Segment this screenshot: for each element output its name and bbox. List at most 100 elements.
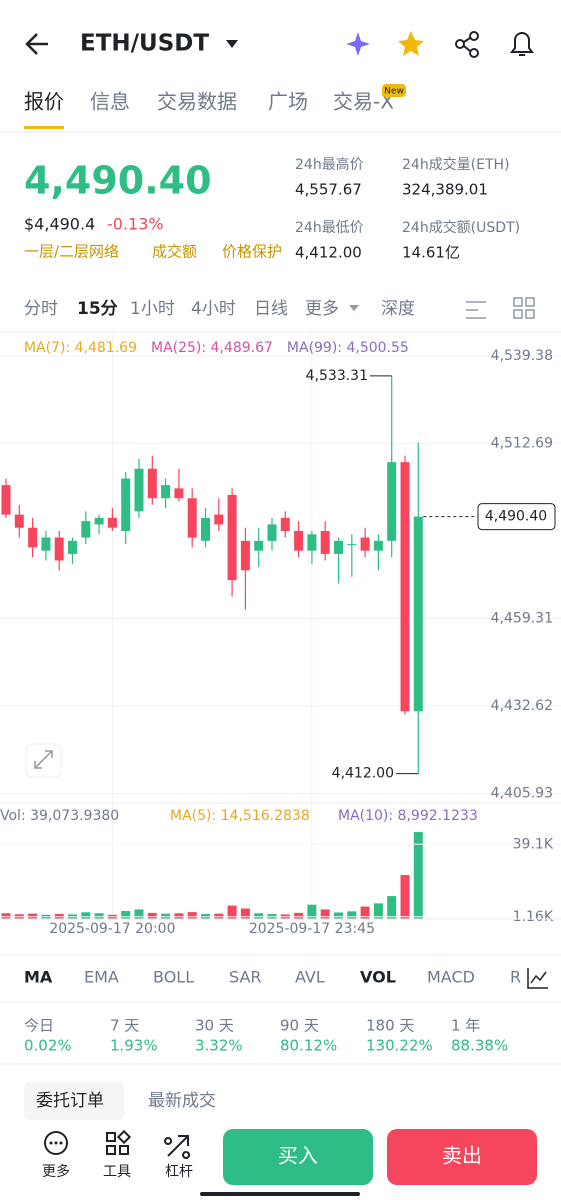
buy-label[interactable]: 买入 [278,1144,318,1168]
y-tick-label: 4,432.62 [491,698,553,714]
candle-body [413,516,423,712]
more-caret[interactable] [349,305,359,311]
candle-body [147,468,157,499]
period-change: 80.12% [280,1037,337,1055]
indicator-settings[interactable] [527,968,548,989]
volume-bar [240,908,250,919]
tab[interactable]: 交易数据 [157,90,237,114]
volume-tick-label: 1.16K [513,909,554,925]
tab[interactable]: 广场 [268,90,308,114]
usd-price: $4,490.4 [24,215,95,234]
favorite-icon[interactable] [398,31,424,56]
chart-settings[interactable] [466,297,535,319]
interval[interactable]: 日线 [254,299,288,319]
order-tab-active[interactable] [24,1082,124,1120]
indicator[interactable]: MA [24,968,53,987]
stat-label: 24h成交量(ETH) [402,156,510,173]
indicator[interactable]: MACD [427,968,475,987]
interval[interactable]: 15分 [77,299,118,319]
candle-body [214,514,224,525]
candle-body [387,462,397,541]
candle-body [121,478,131,531]
expand-icon [34,750,53,769]
candle-body [68,540,77,554]
volume-bar [81,912,91,919]
volume-bar [94,913,104,919]
indicator[interactable]: SAR [229,968,262,987]
ma-label: MA(7): 4,481.69 [24,340,137,356]
symbol[interactable]: ETH/USDT [80,31,209,57]
order-tab[interactable]: 委托订单 [36,1091,104,1111]
interval[interactable]: 4小时 [191,299,236,319]
candle-body [254,540,264,551]
stat-label: 24h最高价 [295,156,364,173]
sell-label[interactable]: 卖出 [442,1144,482,1168]
candle-body [267,524,277,541]
ma-label: MA(99): 4,500.55 [287,340,409,356]
high-label: 4,533.31 [306,368,368,384]
last-price: 4,490.40 [24,159,212,203]
ma-label: MA(25): 4,489.67 [151,340,273,356]
tool-label[interactable]: 杠杆 [165,1164,193,1180]
sell-button[interactable] [387,1129,537,1185]
interval[interactable]: 1小时 [130,299,175,319]
stat-value: 4,557.67 [295,181,362,199]
candle-body [81,521,91,538]
indicator[interactable]: AVL [295,968,325,987]
period: 1 年 [451,1017,480,1035]
last-price-box [477,503,556,531]
order-tab[interactable]: 最新成交 [148,1091,216,1111]
tag-link[interactable]: 价格保护 [222,243,282,261]
volume-bar [227,905,237,919]
candle-body [134,468,144,512]
volume-ma-label: MA(10): 8,992.1233 [338,808,478,824]
leverage-icon[interactable] [164,1135,191,1159]
tag-link[interactable]: 成交额 [152,243,197,261]
tab[interactable]: 信息 [90,90,130,114]
stat-label: 24h最低价 [295,220,364,236]
tab[interactable]: 报价 [24,90,64,114]
volume-bar [134,909,144,919]
share-icon[interactable] [455,31,479,58]
volume-bar [334,912,343,919]
volume-bar [360,906,370,919]
volume-bar [400,875,410,919]
indicator[interactable]: EMA [84,968,119,987]
period: 7 天 [110,1017,139,1035]
period: 今日 [24,1017,54,1035]
candle-body [400,462,410,712]
candle-body [107,517,117,528]
more-dots [49,1141,63,1145]
indicator[interactable]: VOL [360,968,396,987]
indicator[interactable]: BOLL [153,968,194,987]
interval[interactable]: 分时 [24,299,58,319]
tool-label[interactable]: 工具 [103,1164,131,1180]
tool-label[interactable]: 更多 [42,1163,70,1180]
period: 30 天 [195,1017,234,1035]
back-button[interactable] [25,33,48,55]
candle-body [227,494,237,581]
bell-icon[interactable] [510,32,534,56]
candle-body [94,517,104,525]
indicator[interactable]: R [510,968,521,987]
tag-link[interactable]: 一层/二层网络 [24,243,119,261]
buy-button[interactable] [223,1129,373,1185]
volume-bar [373,903,383,919]
tools-icon[interactable] [106,1129,132,1155]
candle-body [240,540,250,571]
y-tick-label: 4,459.31 [491,610,553,626]
volume-bar [413,832,423,919]
candle-body [373,540,383,551]
candle-body [161,485,171,499]
more-icon[interactable] [44,1131,68,1155]
symbol-caret[interactable] [226,40,238,48]
volume-bar [254,913,264,919]
candlestick-chart: 2025-09-17 20:00 2025-09-17 23:45 4,539.38… [0,333,561,937]
interval[interactable]: 更多 [305,299,339,319]
interval[interactable]: 深度 [381,299,415,319]
ai-icon[interactable] [346,32,370,56]
volume-bar [294,912,304,919]
volume-bar [1,913,11,919]
period-change: 88.38% [451,1037,508,1055]
